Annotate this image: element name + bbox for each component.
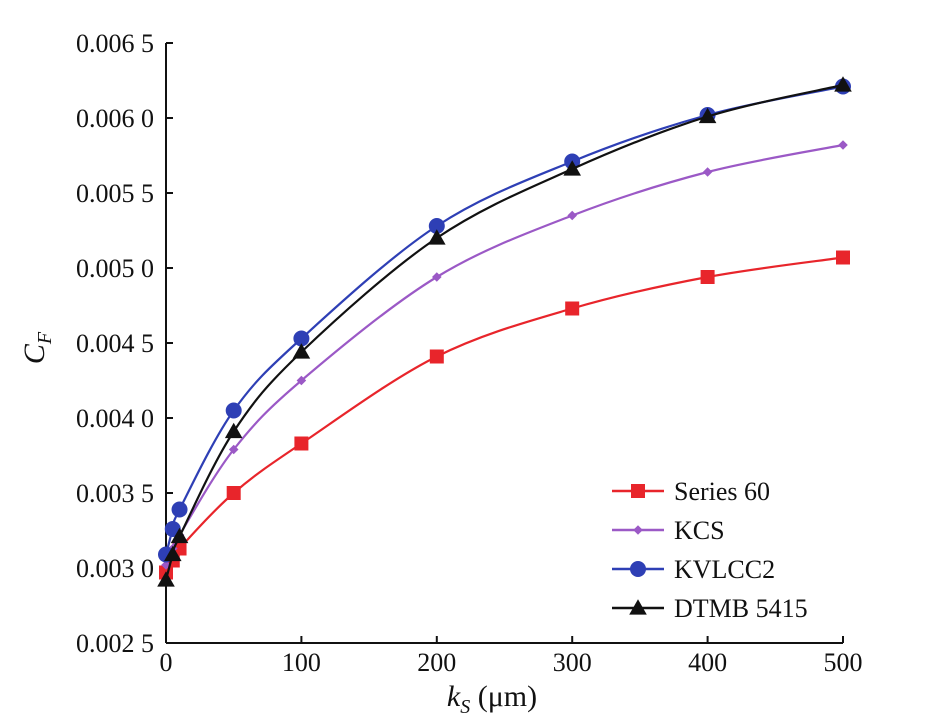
data-point	[225, 402, 242, 419]
data-point	[563, 160, 581, 176]
y-tick-label: 0.004 5	[76, 329, 154, 358]
data-point	[294, 436, 309, 451]
y-tick-label: 0.006 0	[76, 104, 154, 133]
legend-marker	[629, 599, 647, 615]
data-point	[834, 76, 852, 92]
y-tick-label: 0.005 0	[76, 254, 154, 283]
data-point	[226, 486, 241, 500]
legend-label: KVLCC2	[674, 555, 775, 584]
x-tick-label: 200	[417, 648, 456, 677]
legend-item: DTMB 5415	[612, 594, 808, 623]
y-tick-label: 0.002 5	[76, 629, 154, 658]
legend-item: Series 60	[612, 477, 770, 506]
data-point	[428, 218, 445, 234]
y-tick-label: 0.003 5	[76, 479, 154, 508]
x-tick-label: 500	[824, 648, 863, 677]
y-tick-label: 0.003 0	[76, 554, 154, 583]
y-tick-label: 0.004 0	[76, 404, 154, 433]
legend-label: Series 60	[674, 477, 770, 506]
data-point	[836, 250, 850, 265]
data-point	[698, 107, 717, 124]
legend-marker	[631, 484, 645, 498]
y-tick-label: 0.006 5	[76, 29, 154, 58]
legend-label: KCS	[674, 516, 725, 545]
series-3	[157, 76, 852, 587]
legend-item: KCS	[612, 516, 725, 545]
axes: 0.002 5 0.003 0 0.003 5 0.004 0 0.004 5 0.005…	[76, 29, 863, 677]
data-point	[432, 272, 442, 282]
data-point	[170, 527, 189, 544]
data-point	[157, 571, 175, 587]
series-line	[164, 83, 844, 581]
data-point	[702, 167, 713, 177]
data-point	[163, 545, 182, 562]
series-line	[164, 85, 844, 555]
data-point	[224, 422, 243, 439]
series-layer	[157, 76, 852, 587]
data-point	[700, 270, 715, 284]
data-point	[429, 349, 444, 364]
x-tick-label: 300	[553, 648, 592, 677]
series-line	[165, 256, 844, 574]
y-tick-label: 0.005 5	[76, 179, 154, 208]
x-axis-title: kS (μm)	[447, 680, 537, 718]
data-point	[565, 301, 580, 316]
y-axis-title: CF	[18, 331, 56, 364]
data-point	[171, 501, 188, 518]
legend-marker	[633, 525, 643, 535]
x-tick-label: 0	[160, 648, 173, 677]
data-point	[293, 330, 310, 347]
data-point	[428, 229, 446, 245]
legend-label: DTMB 5415	[674, 594, 808, 623]
data-point	[567, 210, 577, 221]
legend-marker	[630, 561, 646, 577]
data-point	[296, 375, 307, 386]
data-point	[161, 560, 171, 570]
data-point	[228, 444, 239, 455]
legend: Series 60 KCS KVLCC2 DTMB 5415	[612, 477, 808, 623]
data-point	[838, 140, 848, 150]
x-tick-label: 400	[688, 648, 727, 677]
data-point	[292, 343, 311, 359]
legend-item: KVLCC2	[612, 555, 775, 584]
x-tick-label: 100	[282, 648, 321, 677]
